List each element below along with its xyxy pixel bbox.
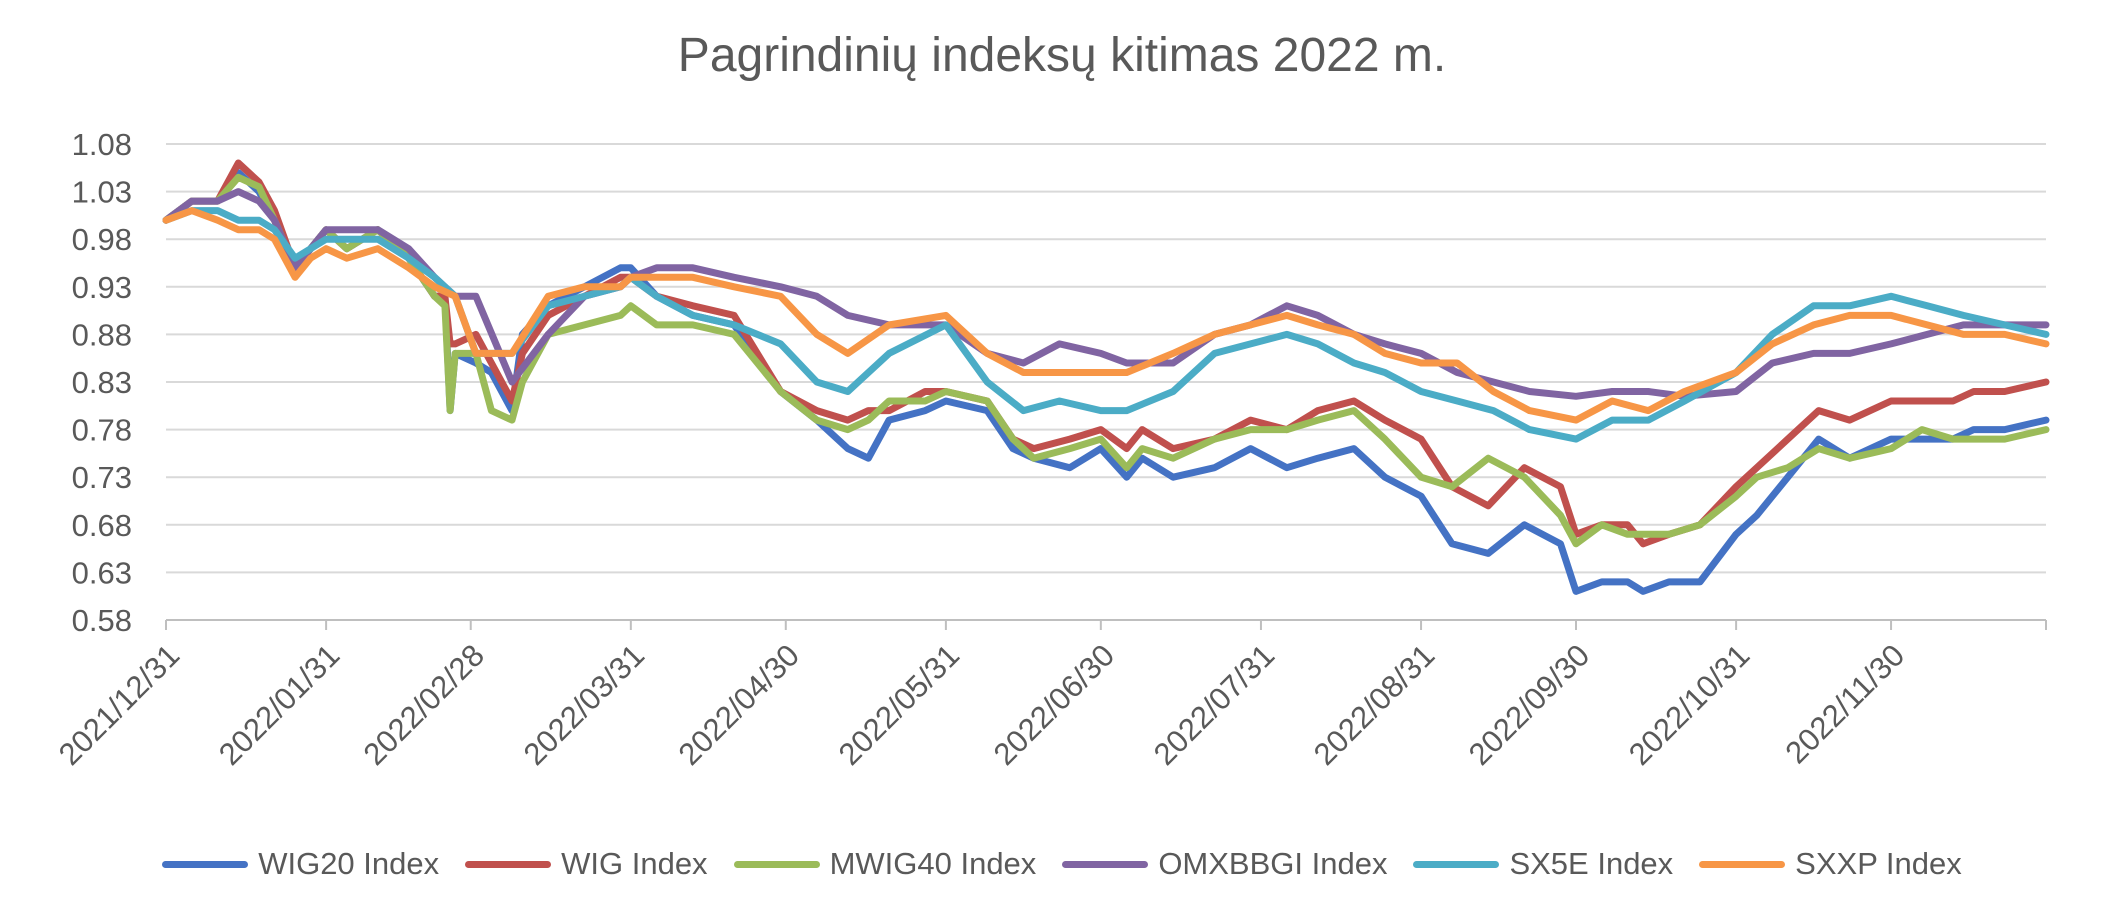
x-tick-label: 2022/11/30 (1779, 638, 1912, 771)
legend-swatch (733, 860, 820, 868)
y-tick-label: 0.68 (72, 508, 132, 543)
legend-label: WIG Index (561, 846, 708, 881)
legend-swatch (465, 860, 552, 868)
series-line (162, 173, 2050, 548)
x-tick-label: 2022/09/30 (1462, 638, 1596, 772)
x-tick-label: 2021/12/31 (52, 638, 186, 772)
x-tick-label: 2022/01/31 (212, 638, 346, 772)
legend: WIG20 Index WIG Index MWIG40 Index OMXBBGI … (0, 846, 2124, 882)
legend-swatch (1062, 860, 1149, 868)
legend-label: SXXP Index (1795, 846, 1962, 881)
x-tick-label: 2022/04/30 (672, 638, 806, 772)
y-tick-label: 1.03 (72, 175, 132, 210)
legend-item: WIG Index (465, 846, 708, 882)
legend-item: OMXBBGI Index (1062, 846, 1387, 882)
x-tick-label: 2022/08/31 (1307, 638, 1441, 772)
series-layer (162, 159, 2050, 595)
legend-swatch (1413, 860, 1500, 868)
y-tick-label: 0.78 (72, 413, 132, 448)
chart-title: Pagrindinių indeksų kitimas 2022 m. (677, 29, 1447, 82)
series-line (162, 207, 2050, 424)
y-tick-label: 0.58 (72, 603, 132, 638)
y-tick-label: 0.98 (72, 222, 132, 257)
legend-label: MWIG40 Index (829, 846, 1037, 881)
x-tick-label: 2022/10/31 (1622, 638, 1756, 772)
y-tick-label: 0.73 (72, 460, 132, 495)
legend-item: MWIG40 Index (733, 846, 1037, 882)
legend-item: SXXP Index (1699, 846, 1962, 882)
x-tick-label: 2022/02/28 (357, 638, 491, 772)
grid-layer (166, 143, 2046, 574)
axis-layer: 0.58 0.63 0.68 0.73 0.78 0.83 0.88 0.93 0.98 1.03… (52, 127, 2047, 772)
legend-item: SX5E Index (1413, 846, 1673, 882)
legend-item: WIG20 Index (162, 846, 439, 882)
legend-swatch (162, 860, 249, 868)
legend-swatch (1699, 860, 1786, 868)
x-tick-label: 2022/06/30 (987, 638, 1121, 772)
y-tick-label: 0.93 (72, 270, 132, 305)
y-tick-label: 0.88 (72, 317, 132, 352)
x-tick-label: 2022/07/31 (1147, 638, 1281, 772)
x-tick-label: 2022/05/31 (832, 638, 966, 772)
series-line (162, 207, 2050, 443)
y-tick-label: 1.08 (72, 127, 132, 162)
legend-label: WIG20 Index (258, 846, 440, 881)
legend-label: SX5E Index (1509, 846, 1674, 881)
y-tick-label: 0.83 (72, 365, 132, 400)
y-tick-label: 0.63 (72, 555, 132, 590)
legend-label: OMXBBGI Index (1158, 846, 1388, 881)
x-tick-label: 2022/03/31 (517, 638, 651, 772)
